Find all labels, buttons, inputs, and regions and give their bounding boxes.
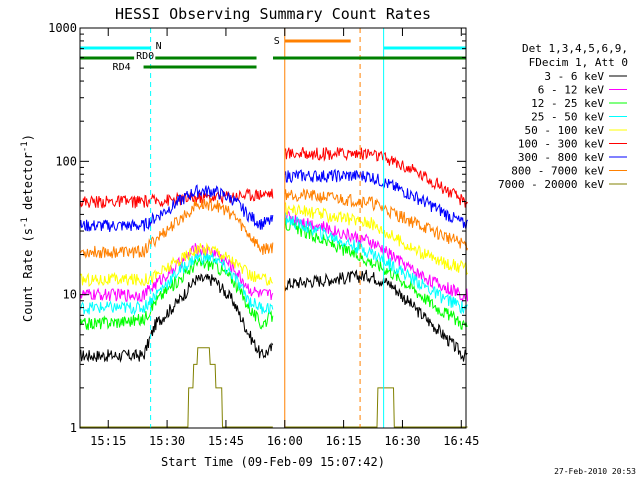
legend-label-50-100-kev: 50 - 100 keV [525, 124, 605, 137]
series-line-25-50-kev-segment-2 [284, 212, 468, 315]
x-tick-label-16-30: 16:30 [384, 434, 420, 448]
series-7000-20000-kev [80, 347, 468, 428]
flag-label-s: S [274, 36, 280, 47]
series-50-100-kev [79, 202, 469, 288]
x-axis-ticks: 15:15 15:30 15:45 16:00 16:15 16:30 16:45 [90, 28, 479, 448]
flag-n: N [80, 41, 466, 52]
y-tick-label-1: 1 [70, 421, 77, 435]
flag-label-rd0: RD0 [136, 51, 154, 62]
legend-label-25-50-kev: 25 - 50 keV [531, 111, 604, 124]
x-tick-label-16-00: 16:00 [267, 434, 303, 448]
series-line-25-50-kev-segment-1 [79, 251, 274, 316]
series-3-6-kev [79, 269, 468, 363]
y-tick-label-10: 10 [63, 288, 77, 302]
y-axis-ticks: 1 10 100 1000 [48, 21, 466, 435]
legend-header-line-2: FDecim 1, Att 0 [529, 56, 628, 69]
footer-timestamp: 27-Feb-2010 20:53 [554, 467, 636, 476]
plot-frame [79, 27, 467, 429]
series-line-100-300-kev-segment-1 [79, 187, 274, 209]
x-tick-label-16-45: 16:45 [443, 434, 479, 448]
y-axis-label-end: ) [21, 134, 35, 141]
series-line-7000-20000-kev-segment-2 [284, 387, 468, 428]
legend-label-12-25-kev: 12 - 25 keV [531, 97, 604, 110]
series-line-300-800-kev-segment-2 [284, 168, 469, 230]
x-tick-label-15-30: 15:30 [149, 434, 185, 448]
chart-title: HESSI Observing Summary Count Rates [115, 5, 431, 23]
y-axis-label-sup2: -1 [20, 141, 30, 152]
y-axis-label-sup1: -1 [20, 217, 30, 228]
legend-label-6-12-kev: 6 - 12 keV [538, 84, 605, 97]
series-25-50-kev [79, 212, 468, 316]
y-tick-label-100: 100 [55, 154, 77, 168]
legend: Det 1,3,4,5,6,9, FDecim 1, Att 0 3 - 6 k… [498, 42, 628, 191]
flag-s: S [274, 36, 351, 47]
series-line-300-800-kev-segment-1 [79, 184, 274, 232]
series-line-3-6-kev-segment-2 [284, 269, 468, 362]
legend-header-line-1: Det 1,3,4,5,6,9, [522, 42, 628, 55]
series-line-12-25-kev-segment-1 [79, 257, 274, 331]
series-layer [79, 147, 469, 428]
series-line-100-300-kev-segment-2 [284, 147, 469, 208]
series-line-50-100-kev-segment-2 [284, 202, 469, 276]
flag-label-n: N [156, 41, 162, 52]
legend-label-300-800-kev: 300 - 800 keV [518, 151, 604, 164]
x-tick-label-16-15: 16:15 [326, 434, 362, 448]
x-tick-label-15-15: 15:15 [90, 434, 126, 448]
series-300-800-kev [79, 168, 469, 232]
legend-label-100-300-kev: 100 - 300 keV [518, 138, 604, 151]
series-line-800-7000-kev-segment-2 [284, 187, 469, 251]
series-line-800-7000-kev-segment-1 [79, 197, 274, 259]
series-line-7000-20000-kev-segment-1 [80, 347, 273, 428]
series-line-50-100-kev-segment-1 [79, 242, 274, 288]
flag-rd4: RD4 [113, 62, 257, 73]
y-axis-label-mid: detector [21, 152, 35, 217]
flag-label-rd4: RD4 [113, 62, 131, 73]
series-800-7000-kev [79, 187, 469, 259]
flag-rd0: RD0 [80, 51, 466, 62]
legend-label-7000-20000-kev: 7000 - 20000 keV [498, 178, 604, 191]
y-axis-label: Count Rate (s-1 detector-1) [20, 134, 35, 322]
x-axis-label: Start Time (09-Feb-09 15:07:42) [161, 455, 385, 469]
series-100-300-kev [79, 147, 469, 209]
x-tick-label-15-45: 15:45 [208, 434, 244, 448]
legend-label-800-7000-kev: 800 - 7000 keV [511, 165, 604, 178]
series-line-6-12-kev-segment-2 [284, 210, 469, 303]
y-tick-label-1000: 1000 [48, 21, 77, 35]
y-axis-label-main: Count Rate (s [21, 228, 35, 322]
series-line-3-6-kev-segment-1 [79, 273, 274, 363]
legend-label-3-6-kev: 3 - 6 keV [544, 70, 604, 83]
